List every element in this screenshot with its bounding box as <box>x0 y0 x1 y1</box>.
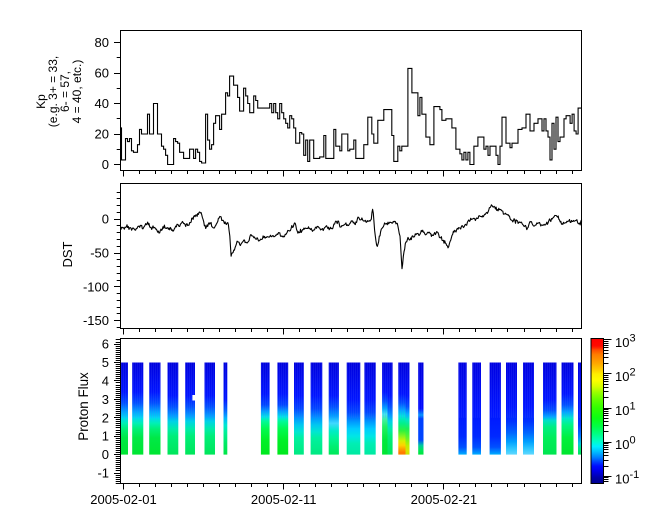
svg-text:40: 40 <box>95 96 109 111</box>
svg-text:0: 0 <box>102 157 109 172</box>
svg-text:4 = 40, etc.): 4 = 40, etc.) <box>70 60 84 124</box>
svg-text:Kp: Kp <box>34 94 48 109</box>
svg-text:-50: -50 <box>90 246 109 261</box>
svg-text:2005-02-21: 2005-02-21 <box>411 492 478 507</box>
svg-text:6: 6 <box>102 337 109 352</box>
svg-text:20: 20 <box>95 127 109 142</box>
svg-text:80: 80 <box>95 35 109 50</box>
svg-text:6- = 57,: 6- = 57, <box>58 71 72 112</box>
svg-text:0: 0 <box>102 447 109 462</box>
svg-text:60: 60 <box>95 66 109 81</box>
svg-text:1: 1 <box>102 429 109 444</box>
svg-text:DST: DST <box>60 241 75 267</box>
svg-text:2005-02-11: 2005-02-11 <box>251 492 317 507</box>
svg-text:2005-02-01: 2005-02-01 <box>90 492 157 507</box>
svg-text:-100: -100 <box>83 279 109 294</box>
svg-text:2: 2 <box>102 410 109 425</box>
svg-text:3: 3 <box>102 392 109 407</box>
svg-text:4: 4 <box>102 373 109 388</box>
svg-text:-150: -150 <box>83 313 109 328</box>
svg-text:(e.g. 3+ = 33,: (e.g. 3+ = 33, <box>46 56 60 127</box>
svg-text:Proton Flux: Proton Flux <box>76 372 91 441</box>
svg-text:-1: -1 <box>97 466 109 481</box>
svg-text:5: 5 <box>102 355 109 370</box>
svg-text:0: 0 <box>102 212 109 227</box>
